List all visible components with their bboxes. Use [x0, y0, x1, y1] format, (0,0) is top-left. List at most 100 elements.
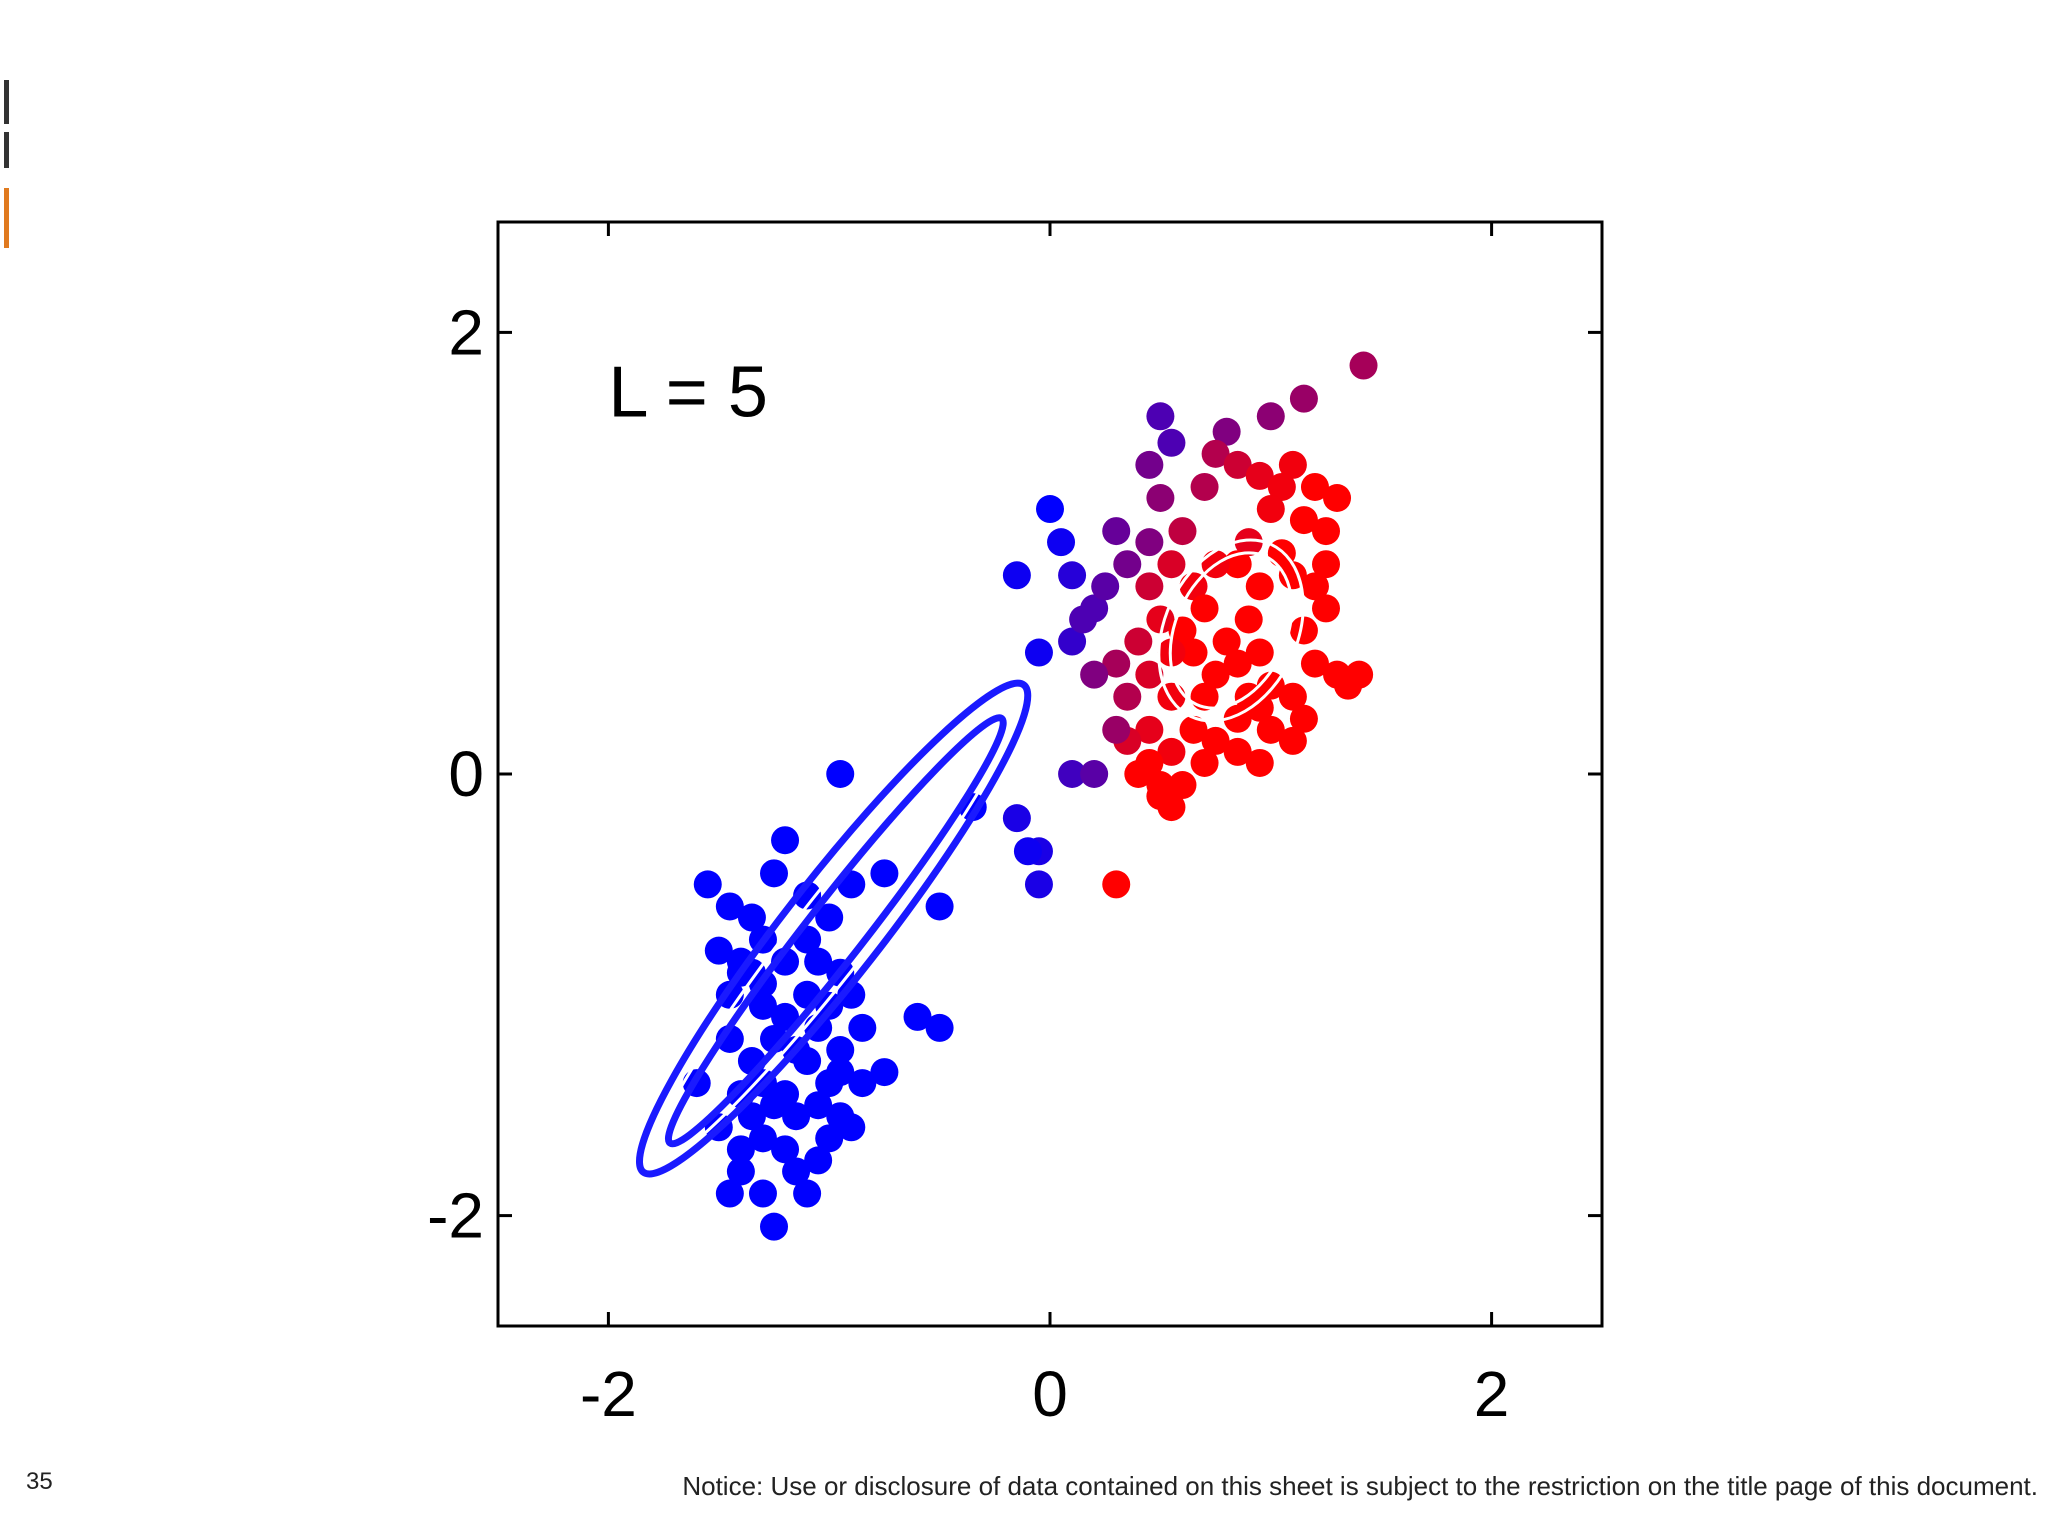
data-point	[1146, 782, 1175, 811]
data-point	[1135, 572, 1164, 601]
x-tick-label: -2	[580, 1358, 637, 1430]
data-point	[1146, 402, 1175, 431]
y-tick-label: 0	[448, 738, 484, 810]
data-point	[1157, 550, 1186, 579]
data-point	[1157, 737, 1186, 766]
data-point	[1312, 594, 1340, 623]
data-point	[1267, 472, 1296, 501]
component-ellipse	[1168, 551, 1294, 710]
data-point	[793, 1179, 822, 1208]
data-point	[1168, 517, 1197, 546]
data-point	[1179, 638, 1208, 667]
data-point	[1289, 384, 1318, 413]
side-mark	[4, 132, 9, 168]
data-point	[1300, 472, 1329, 501]
data-point	[870, 1058, 899, 1087]
data-point	[903, 1002, 932, 1031]
x-tick-label: 2	[1474, 1358, 1510, 1430]
data-point	[1234, 605, 1263, 634]
y-tick-label: -2	[427, 1180, 484, 1252]
data-point	[1289, 506, 1318, 535]
data-point	[1080, 760, 1109, 788]
data-point	[782, 1157, 811, 1186]
data-point	[1190, 594, 1219, 623]
data-point	[1300, 649, 1329, 678]
data-point	[715, 892, 744, 921]
data-point	[1245, 572, 1274, 601]
footer-notice: Notice: Use or disclosure of data contai…	[682, 1471, 2038, 1501]
component-ellipse	[650, 700, 1017, 1166]
data-point	[837, 1113, 866, 1142]
data-point	[1278, 682, 1307, 711]
data-point	[848, 1069, 877, 1098]
data-point	[1278, 726, 1307, 755]
data-point	[1349, 351, 1378, 380]
data-point	[826, 1058, 855, 1087]
data-point	[726, 1135, 755, 1164]
data-point	[1201, 726, 1230, 755]
gaussian-ellipses	[635, 538, 1305, 1178]
component-ellipse	[635, 679, 1032, 1178]
data-point	[760, 1091, 788, 1120]
data-point	[1146, 484, 1175, 512]
data-point	[804, 1091, 833, 1120]
data-point	[715, 1179, 744, 1208]
data-point	[748, 1124, 777, 1153]
data-point	[1223, 649, 1252, 678]
data-point	[1135, 528, 1164, 557]
data-point	[815, 1124, 844, 1153]
data-point	[1024, 638, 1053, 667]
data-point	[1002, 804, 1031, 833]
data-point	[1300, 572, 1329, 601]
data-point	[1312, 550, 1340, 579]
data-point	[1278, 450, 1307, 479]
data-point	[771, 1002, 800, 1031]
data-point	[1223, 737, 1252, 766]
data-point	[815, 903, 844, 932]
data-point	[1256, 495, 1285, 524]
data-point	[1223, 450, 1252, 479]
data-point	[737, 903, 766, 932]
chart-annotation: L = 5	[608, 352, 767, 432]
data-point	[870, 859, 899, 888]
data-point	[1323, 484, 1352, 512]
data-point	[693, 870, 722, 899]
data-point	[1190, 472, 1219, 501]
data-point	[1256, 715, 1285, 744]
data-point	[782, 1102, 811, 1131]
data-point	[925, 1013, 954, 1042]
data-point	[1289, 704, 1318, 733]
data-point	[1113, 682, 1142, 711]
data-point	[1135, 450, 1164, 479]
data-point	[1002, 561, 1031, 590]
data-point	[1245, 638, 1274, 667]
data-point	[1135, 715, 1164, 744]
y-tick-label: 2	[448, 296, 484, 368]
data-point	[1256, 402, 1285, 431]
data-point	[804, 1146, 833, 1175]
data-point	[1179, 715, 1208, 744]
data-point	[704, 936, 733, 965]
data-point	[1080, 660, 1109, 689]
data-point	[848, 1013, 877, 1042]
data-point	[1102, 870, 1131, 899]
data-point	[737, 1102, 766, 1131]
axis-ticks: -2 0 2 2 0 -2	[427, 222, 1602, 1430]
data-point	[1102, 715, 1131, 744]
x-tick-label: 0	[1032, 1358, 1068, 1430]
data-point	[1036, 495, 1064, 524]
data-point	[1157, 682, 1186, 711]
data-point	[826, 1036, 855, 1064]
data-point	[1013, 837, 1042, 866]
data-point	[771, 826, 800, 855]
data-point	[726, 1157, 755, 1186]
data-point	[748, 1179, 777, 1208]
data-point	[1201, 660, 1230, 689]
data-point	[1201, 439, 1230, 468]
data-point	[771, 1135, 800, 1164]
data-point	[1024, 870, 1053, 899]
data-point	[804, 947, 833, 976]
data-point	[1168, 771, 1197, 800]
data-point	[1135, 748, 1164, 777]
